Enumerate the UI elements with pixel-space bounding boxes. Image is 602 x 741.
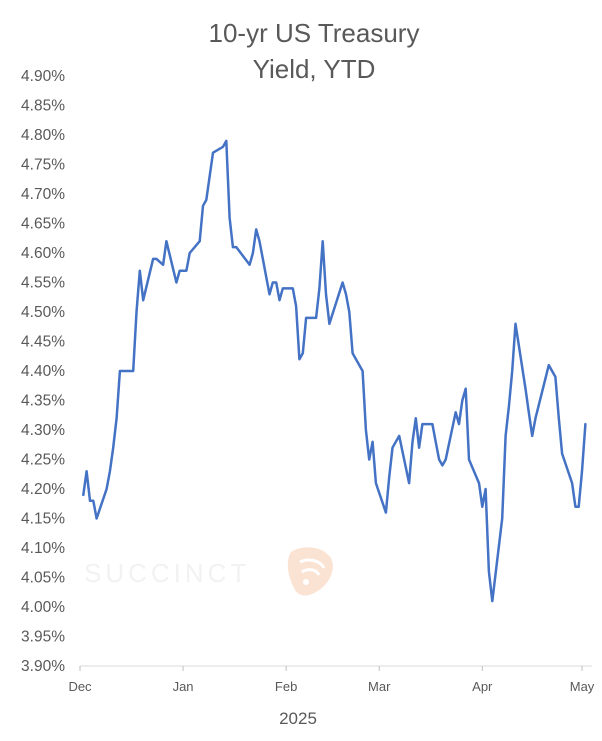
y-tick-label: 4.65% [21,216,65,233]
watermark-text: SUCCINCT [84,558,250,588]
y-tick-label: 4.25% [21,452,65,469]
x-tick-label: Dec [68,679,92,694]
chart-title-line-1: 10-yr US Treasury [209,18,420,48]
x-tick-label: Jan [173,679,194,694]
y-tick-label: 4.70% [21,186,65,203]
plot-area [82,139,587,603]
y-tick-label: 4.10% [21,540,65,557]
x-tick-label: Feb [275,679,297,694]
y-tick-label: 4.60% [21,245,65,262]
y-tick-label: 4.20% [21,481,65,498]
y-tick-label: 4.50% [21,304,65,321]
yield-series-line [82,139,587,603]
y-tick-label: 4.90% [21,68,65,85]
chart-title-line-2: Yield, YTD [253,54,376,84]
y-tick-label: 4.45% [21,334,65,351]
x-tick-label: Apr [472,679,493,694]
y-tick-label: 4.40% [21,363,65,380]
y-tick-label: 4.55% [21,275,65,292]
y-tick-label: 4.00% [21,599,65,616]
y-tick-label: 4.15% [21,511,65,528]
y-tick-label: 4.05% [21,570,65,587]
y-axis: 4.90% 4.85% 4.80% 4.75% 4.70% 4.65% 4.60% 4.55%… [21,68,65,675]
y-tick-label: 4.30% [21,422,65,439]
x-tick-label: Mar [368,679,391,694]
watermark-logo [287,547,333,596]
x-tick-label: May [570,679,595,694]
y-tick-label: 3.90% [21,658,65,675]
y-tick-label: 4.75% [21,157,65,174]
x-axis-label: 2025 [279,709,317,728]
y-tick-label: 3.95% [21,629,65,646]
y-tick-label: 4.35% [21,393,65,410]
x-axis: Dec Jan Feb Mar Apr May [68,665,595,694]
y-tick-label: 4.80% [21,127,65,144]
y-tick-label: 4.85% [21,98,65,115]
